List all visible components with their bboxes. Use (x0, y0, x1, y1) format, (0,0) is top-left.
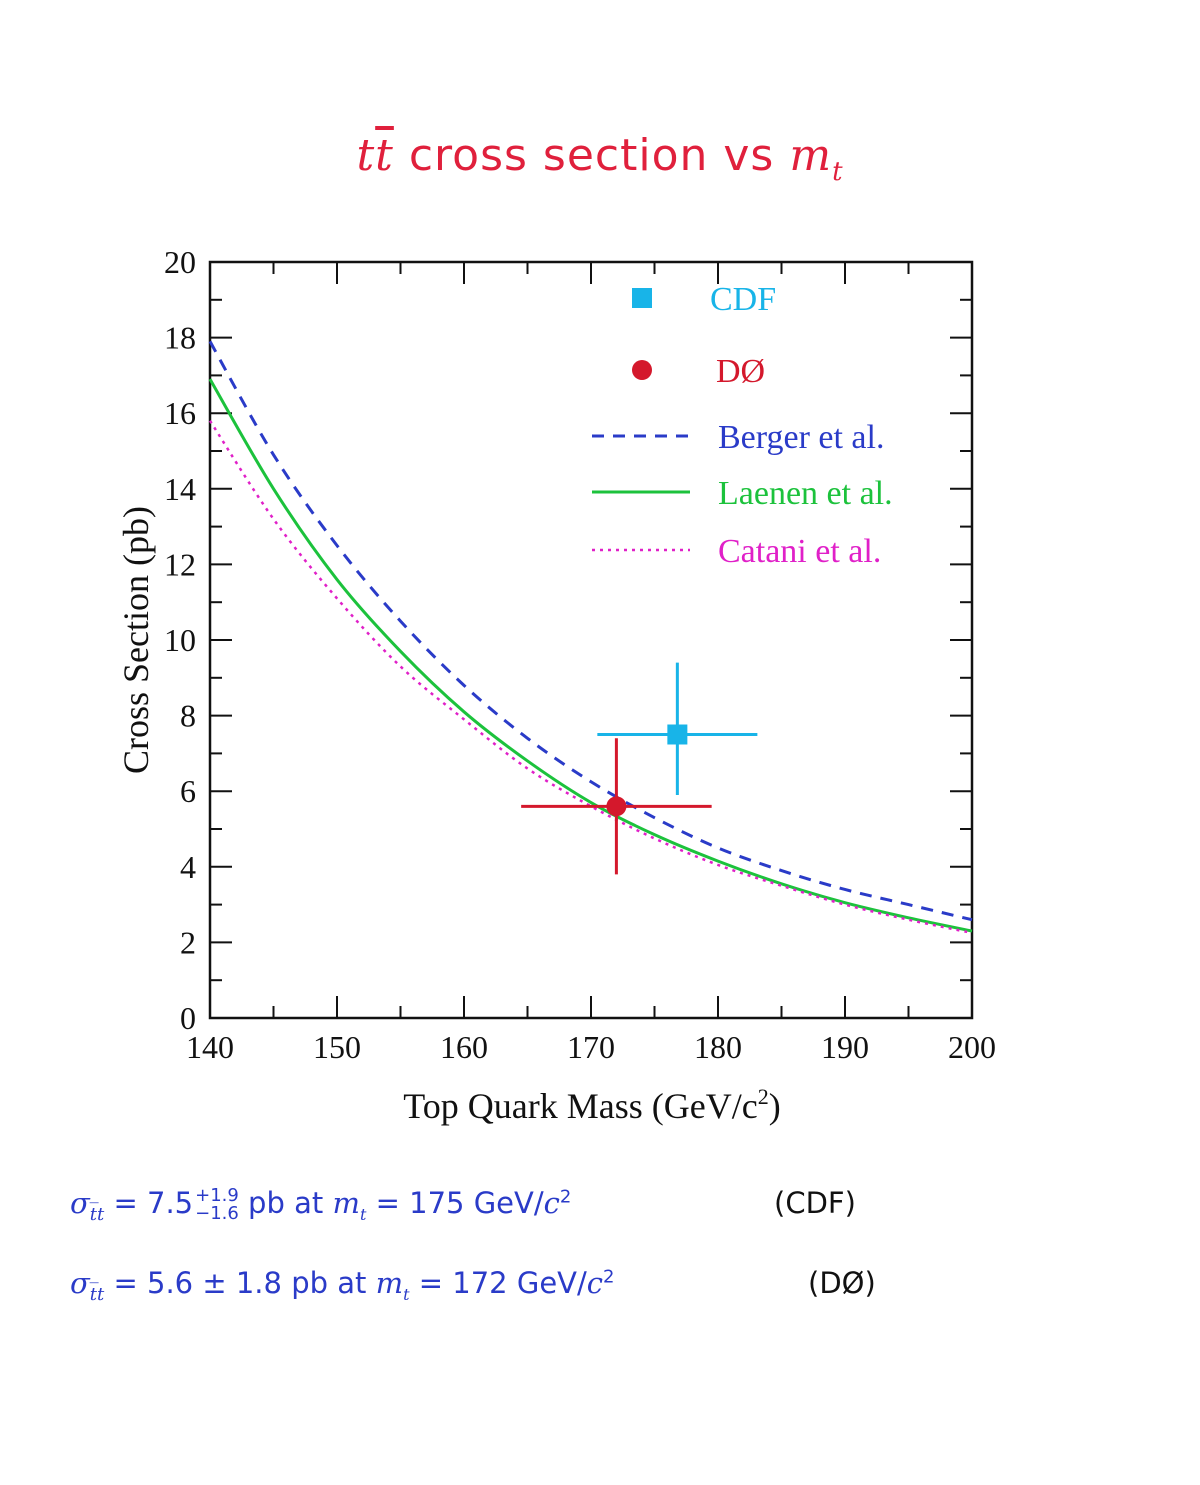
cdf-point (667, 724, 688, 745)
theory-curves (208, 340, 973, 935)
d0-tag: (DØ) (808, 1266, 876, 1300)
y-tick-label: 0 (180, 1000, 196, 1036)
cdf-error-minus: −1.6 (195, 1203, 239, 1224)
y-tick-labels: 0 2 4 6 8 10 12 14 16 18 20 (164, 244, 196, 1036)
mass-symbol: m (375, 1266, 404, 1300)
title-tbar: t (375, 130, 394, 181)
legend-label: Berger et al. (718, 419, 884, 456)
cdf-error-plus: +1.9 (195, 1185, 239, 1206)
y-tick-label: 10 (164, 622, 196, 658)
y-tick-label: 14 (164, 471, 196, 507)
legend: CDF DØ Berger et al. Laenen et al. Catani et… (592, 281, 893, 570)
y-tick-label: 2 (180, 924, 196, 960)
legend-d0-marker (632, 360, 652, 380)
d0-mass-value: = 172 GeV/ (409, 1266, 587, 1300)
x-axis-label-end: ) (769, 1086, 781, 1126)
title-middle: cross section vs (393, 130, 790, 181)
x-tick-label: 200 (948, 1029, 996, 1065)
series-line-catani (208, 420, 973, 935)
legend-cdf-marker (632, 288, 652, 308)
legend-label: CDF (710, 281, 776, 318)
y-axis-label: Cross Section (pb) (116, 506, 156, 774)
sigma-symbol: σ (70, 1186, 90, 1220)
y-tick-label: 8 (180, 698, 196, 734)
y-tick-label: 12 (164, 546, 196, 582)
measurement-points (521, 662, 758, 875)
d0-point (606, 796, 627, 817)
title-m-sub: t (832, 156, 844, 187)
legend-label: Laenen et al. (718, 475, 893, 512)
x-tick-label: 180 (694, 1029, 742, 1065)
x-tick-label: 190 (821, 1029, 869, 1065)
cdf-value: = 7.5 (104, 1186, 194, 1220)
chart-title: tt cross section vs mt (0, 130, 1200, 187)
cdf-result-note: σt̅t = 7.5 +1.9 −1.6 pb at mt = 175 GeV/c2… (70, 1186, 856, 1225)
cdf-asym-error: +1.9 −1.6 (195, 1187, 239, 1223)
d0-result-note: σt̅t = 5.6 ± 1.8 pb at mt = 172 GeV/c2 (… (70, 1266, 876, 1305)
plot-frame (208, 260, 974, 1020)
y-tick-label: 6 (180, 773, 196, 809)
y-tick-label: 20 (164, 244, 196, 280)
c-superscript: 2 (603, 1266, 615, 1288)
series-line-berger (208, 340, 973, 922)
legend-label: DØ (716, 353, 765, 390)
y-tick-label: 4 (180, 849, 196, 885)
x-tick-label: 170 (567, 1029, 615, 1065)
cdf-mass-value: = 175 GeV/ (366, 1186, 544, 1220)
c-symbol: c (586, 1266, 604, 1300)
x-tick-labels: 140 150 160 170 180 190 200 (186, 1029, 996, 1065)
c-superscript: 2 (559, 1186, 572, 1208)
title-m: m (789, 130, 833, 181)
x-axis-label-sup: 2 (758, 1084, 769, 1109)
x-axis-label: Top Quark Mass (GeV/c2) (403, 1084, 780, 1126)
y-tick-label: 18 (164, 320, 196, 356)
mass-subscript: t (359, 1204, 367, 1224)
series-line-laenen (208, 378, 973, 933)
title-t: t (356, 130, 376, 181)
mass-subscript: t (403, 1284, 410, 1304)
x-axis-label-text: Top Quark Mass (GeV/c (403, 1086, 757, 1126)
sigma-symbol: σ (70, 1266, 90, 1300)
cdf-tag: (CDF) (774, 1186, 856, 1220)
sigma-subscript: t̅t (89, 1203, 105, 1225)
x-tick-label: 160 (440, 1029, 488, 1065)
d0-value: = 5.6 ± 1.8 (104, 1266, 282, 1300)
sigma-subscript: t̅t (89, 1283, 105, 1305)
legend-label: Catani et al. (718, 533, 881, 570)
mass-symbol: m (332, 1186, 360, 1220)
x-tick-label: 140 (186, 1029, 234, 1065)
cdf-unit-text: pb at (238, 1186, 333, 1220)
c-symbol: c (543, 1186, 560, 1220)
x-tick-label: 150 (313, 1029, 361, 1065)
y-tick-label: 16 (164, 395, 196, 431)
d0-unit-text: pb at (281, 1266, 376, 1300)
